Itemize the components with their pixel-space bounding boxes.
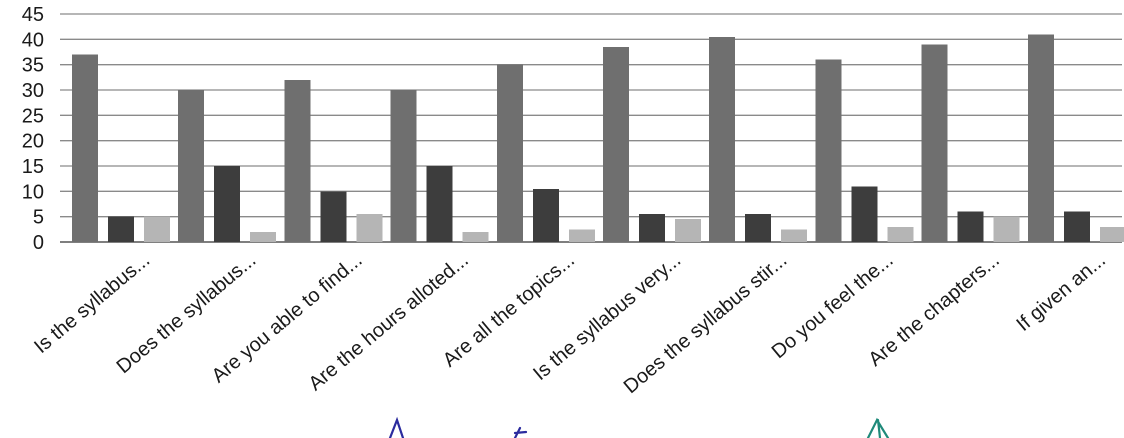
blue-ink-arrow xyxy=(388,416,528,438)
y-tick-label: 15 xyxy=(22,156,44,178)
handwritten-marks xyxy=(388,416,890,438)
bar-7-series-2 xyxy=(745,214,772,242)
bar-1-series-2 xyxy=(108,216,134,242)
bar-1-series-1 xyxy=(72,54,98,243)
bar-3-series-2 xyxy=(320,191,347,242)
y-tick-label: 25 xyxy=(22,105,44,127)
bar-5-series-3 xyxy=(568,229,595,242)
bar-5-series-1 xyxy=(496,64,523,243)
bar-8-series-1 xyxy=(815,59,842,242)
bar-3-series-3 xyxy=(356,214,383,242)
bar-7-series-1 xyxy=(709,36,736,242)
bar-2-series-1 xyxy=(178,90,205,242)
bar-9-series-2 xyxy=(957,211,984,242)
bar-5-series-2 xyxy=(532,188,559,242)
bars xyxy=(72,34,1124,243)
bar-6-series-1 xyxy=(603,46,629,242)
y-tick-label: 45 xyxy=(22,4,44,26)
bar-9-series-3 xyxy=(993,216,1020,242)
bar-7-series-3 xyxy=(781,229,808,242)
green-ink-arrow xyxy=(866,417,890,438)
x-axis-category-labels: Is the syllabus...Does the syllabus...Ar… xyxy=(30,249,1110,398)
bar-3-series-1 xyxy=(284,79,311,242)
y-tick-label: 10 xyxy=(22,181,44,203)
y-tick-label: 20 xyxy=(22,131,44,153)
bar-4-series-3 xyxy=(462,231,489,242)
bar-2-series-3 xyxy=(250,231,277,242)
bar-8-series-3 xyxy=(887,226,914,242)
bar-1-series-3 xyxy=(144,216,170,242)
bar-9-series-1 xyxy=(921,44,948,243)
bar-10-series-1 xyxy=(1027,34,1054,243)
bar-4-series-1 xyxy=(390,90,417,242)
bar-4-series-2 xyxy=(426,166,453,242)
y-tick-label: 0 xyxy=(33,232,44,254)
y-tick-label: 30 xyxy=(22,80,44,102)
bar-8-series-2 xyxy=(851,186,878,242)
bar-2-series-2 xyxy=(214,166,241,242)
y-tick-label: 40 xyxy=(22,29,44,51)
bar-6-series-2 xyxy=(639,214,665,242)
y-tick-label: 5 xyxy=(33,207,44,229)
x-category-label: If given an... xyxy=(1012,249,1110,336)
y-axis-tick-labels: 0 5 10 15 20 25 30 35 40 45 xyxy=(22,4,44,254)
bar-10-series-2 xyxy=(1063,211,1090,242)
y-tick-label: 35 xyxy=(22,55,44,77)
bar-10-series-3 xyxy=(1099,226,1124,242)
bar-6-series-3 xyxy=(675,219,701,242)
